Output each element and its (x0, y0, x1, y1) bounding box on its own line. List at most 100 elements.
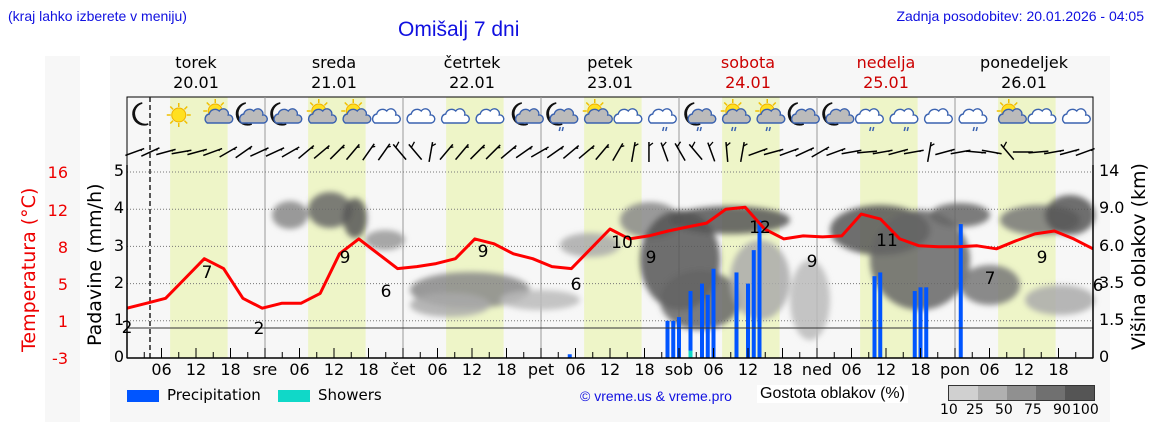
cloud-icon (923, 108, 953, 124)
x-tick-label: 12 (599, 360, 621, 379)
cloud-rain-icon (647, 108, 677, 132)
precip-tick: 2 (113, 273, 124, 292)
day-header: ponedeljek 26.01 (955, 53, 1093, 93)
temp-tick: 12 (47, 201, 68, 220)
x-tick-label: 12 (1013, 360, 1035, 379)
day-date: 21.01 (311, 73, 357, 92)
day-date: 20.01 (173, 73, 219, 92)
x-tick-label: 18 (910, 360, 931, 379)
density-swatch (1007, 386, 1036, 400)
day-date: 25.01 (863, 73, 909, 92)
cloud-icon (613, 108, 643, 124)
svg-text:11: 11 (876, 231, 898, 251)
x-tick-label: 18 (1048, 360, 1069, 379)
cloud-icon (371, 108, 401, 124)
moon-clear-icon (132, 102, 149, 126)
cloud-height-tick: 0 (1099, 347, 1110, 366)
cloud-density-scale (948, 385, 1095, 401)
x-tick-label: čet (390, 360, 416, 379)
sun-cloud-icon (582, 99, 613, 124)
day-header: nedelja 25.01 (817, 53, 955, 93)
day-header: petek 23.01 (541, 53, 679, 93)
x-tick-label: 12 (185, 360, 207, 379)
moon-cloud-icon (822, 102, 855, 126)
x-tick-label: 06 (979, 360, 1000, 379)
weather-icons (132, 99, 1091, 132)
x-tick-label: 06 (289, 360, 310, 379)
sun-cloud-rain-icon (755, 99, 786, 132)
svg-text:9: 9 (646, 248, 657, 268)
svg-text:2: 2 (254, 319, 265, 339)
x-tick-label: 18 (772, 360, 793, 379)
day-name: sreda (311, 53, 357, 72)
precip-tick: 4 (113, 198, 124, 217)
x-tick-label: 18 (496, 360, 517, 379)
x-tick-label: 12 (461, 360, 483, 379)
cloud-height-tick: 6.0 (1099, 236, 1125, 255)
x-tick-label: pet (527, 360, 555, 379)
temp-tick: -3 (52, 349, 68, 368)
cloud-height-tick: 3.5 (1099, 273, 1125, 292)
day-header: sobota 24.01 (679, 53, 817, 93)
temp-tick: 1 (57, 312, 68, 331)
x-axis-ticks (143, 348, 1077, 358)
precipitation-bars (567, 220, 963, 358)
x-tick-label: pon (939, 360, 971, 379)
svg-text:9: 9 (340, 248, 351, 268)
moon-cloud-rain-icon (684, 102, 717, 132)
x-tick-label: 18 (358, 360, 379, 379)
moon-cloud-icon (235, 102, 268, 126)
density-swatch (978, 386, 1007, 400)
precipitation-legend-swatch (127, 390, 159, 402)
day-name: ponedeljek (980, 53, 1068, 72)
sun-cloud-rain-icon (720, 99, 751, 132)
svg-text:12: 12 (749, 218, 771, 238)
sun-cloud-icon (996, 99, 1027, 124)
density-scale-label: 75 (1024, 402, 1042, 418)
precip-tick: 0 (113, 347, 124, 366)
precip-tick: 3 (113, 236, 124, 255)
wind-barbs (125, 141, 1095, 163)
day-header: četrtek 22.01 (403, 53, 541, 93)
density-swatch (1036, 386, 1065, 400)
svg-text:9: 9 (807, 252, 818, 272)
temp-tick: 8 (57, 238, 68, 257)
temperature-labels: 272969610912911796 (122, 218, 1104, 339)
svg-text:10: 10 (611, 233, 633, 253)
day-date: 24.01 (725, 73, 771, 92)
svg-text:6: 6 (381, 282, 392, 302)
cloud-density-field (272, 192, 1095, 340)
credit-link[interactable]: © vreme.us & vreme.pro (580, 388, 732, 404)
cloud-icon (440, 108, 470, 124)
x-tick-label: 06 (427, 360, 448, 379)
x-tick-label: 18 (220, 360, 241, 379)
day-name: torek (175, 53, 217, 72)
temp-tick: 16 (47, 163, 68, 182)
density-swatch (949, 386, 978, 400)
svg-text:6: 6 (571, 275, 582, 295)
x-tick-label: 12 (737, 360, 759, 379)
day-header: sreda 21.01 (265, 53, 403, 93)
precip-tick: 1 (113, 310, 124, 329)
cloud-height-tick: 1.5 (1099, 310, 1125, 329)
cloud-height-tick: 14 (1099, 161, 1120, 180)
temp-tick: 5 (57, 275, 68, 294)
showers-legend-label: Showers (318, 386, 382, 404)
density-scale-label: 50 (995, 402, 1013, 418)
cloud-icon (406, 108, 436, 124)
temperature-line (126, 205, 1094, 310)
day-name: četrtek (443, 53, 501, 72)
location-menu-note[interactable]: (kraj lahko izberete v meniju) (8, 8, 187, 24)
x-tick-label: ned (801, 360, 833, 379)
x-tick-label: 06 (151, 360, 172, 379)
page-title: Omišalj 7 dni (398, 18, 520, 41)
density-scale-label: 100 (1072, 402, 1099, 418)
x-tick-label: sre (252, 360, 278, 379)
day-header: torek 20.01 (127, 53, 265, 93)
x-tick-label: sob (664, 360, 694, 379)
day-name: nedelja (856, 53, 916, 72)
day-name: sobota (720, 53, 776, 72)
cloud-icon (475, 108, 505, 124)
sun-cloud-icon (306, 99, 337, 124)
x-tick-label: 12 (875, 360, 897, 379)
